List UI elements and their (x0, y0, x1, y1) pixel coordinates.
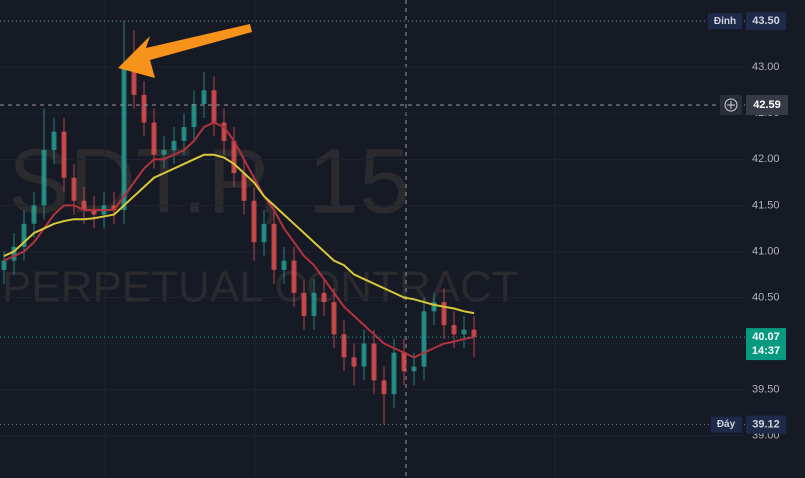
candle-body (331, 302, 337, 335)
candle-body (111, 205, 117, 210)
watermark-symbol: SDT.P, 15 (8, 130, 410, 232)
candle-body (361, 343, 367, 367)
candle-body (81, 200, 87, 210)
candle-body (451, 325, 457, 335)
candle-body (421, 311, 427, 367)
candle-body (61, 131, 67, 178)
candle-body (231, 140, 237, 174)
y-tick-label: 39.50 (752, 383, 780, 395)
low-price-box (746, 415, 786, 434)
high-title-box (708, 13, 742, 30)
candle-body (291, 260, 297, 293)
y-tick-label: 41.50 (752, 199, 780, 211)
low-price-label: 39.12 (752, 418, 780, 430)
candle-body (321, 292, 327, 303)
moving-average-line (3, 121, 475, 359)
candle-body (11, 246, 17, 261)
candle-body (301, 292, 307, 316)
candle-body (181, 127, 187, 141)
candle-body (91, 209, 97, 215)
crosshair-icon-plus (727, 100, 735, 109)
candle-body (131, 67, 137, 95)
candle-body (271, 223, 277, 270)
crosshair-price-label: 42.59 (753, 99, 781, 111)
candle-body (221, 122, 227, 141)
high-title: Đỉnh (714, 16, 736, 27)
y-tick-label: 40.50 (752, 291, 780, 303)
candle-body (121, 67, 127, 210)
annotation-arrow (118, 24, 252, 78)
candle-body (431, 302, 437, 312)
candle-body (141, 94, 147, 123)
last-price-label: 40.07 (752, 331, 780, 343)
candle-body (261, 223, 267, 243)
y-tick-label: 41.00 (752, 245, 780, 257)
candle-body (41, 150, 47, 206)
low-title-box (711, 416, 742, 433)
low-title: Đáy (717, 419, 736, 430)
candle-body (351, 357, 357, 367)
candle-body (201, 90, 207, 105)
y-tick-label: 42.00 (752, 153, 780, 165)
candle-body (381, 380, 387, 395)
moving-average-line (3, 153, 475, 315)
watermark-subtitle: PERPETUAL CONTRACT (2, 263, 519, 312)
candle-body (241, 173, 247, 201)
candle-body (371, 343, 377, 381)
candle-body (441, 302, 447, 326)
candle-body (151, 122, 157, 155)
crosshair-icon (724, 98, 738, 112)
candle-body (251, 200, 257, 243)
y-tick-label: 43.00 (752, 61, 780, 73)
candle-body (21, 223, 27, 247)
crosshair-price-box (746, 94, 788, 115)
candle-body (391, 352, 397, 395)
countdown-label: 14:37 (752, 345, 780, 357)
candle-body (71, 177, 77, 201)
candle-body (161, 150, 167, 155)
candle-body (1, 260, 7, 270)
candle-body (411, 366, 417, 372)
candle-body (191, 104, 197, 128)
last-price-box (746, 328, 786, 361)
high-price-label: 43.50 (752, 15, 780, 27)
watermark: SDT.P, 15 PERPETUAL CONTRACT (2, 130, 519, 311)
candle-body (401, 352, 407, 372)
candle-body (311, 292, 317, 316)
candle-body (281, 260, 287, 270)
candle-body (461, 329, 467, 335)
high-price-box (746, 12, 786, 31)
candle-body (471, 329, 477, 338)
candle-body (31, 205, 37, 224)
candle-body (51, 131, 57, 151)
candle-body (341, 334, 347, 358)
grid (104, 0, 556, 478)
candle-body (211, 90, 217, 123)
candle-body (171, 140, 177, 151)
